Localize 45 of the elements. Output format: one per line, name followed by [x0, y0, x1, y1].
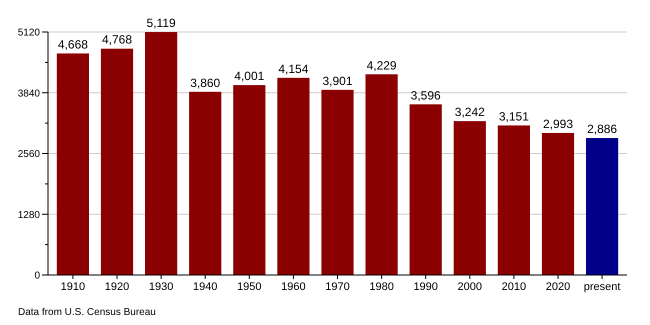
data-label: 5,119: [146, 16, 176, 30]
bar: [189, 92, 222, 275]
y-tick-label: 0: [34, 270, 40, 282]
data-label: 3,901: [322, 74, 353, 88]
bar: [100, 48, 134, 275]
bar: [586, 138, 618, 275]
data-label: 4,668: [58, 37, 88, 52]
x-tick-label: present: [584, 281, 620, 293]
x-tick-label: 1940: [192, 281, 218, 293]
x-tick-label: 1920: [104, 281, 130, 293]
bar: [145, 32, 178, 275]
bar: [277, 78, 310, 275]
text: Data from U.S. Census Bureau: [18, 307, 156, 318]
y-tick-label: 3840: [18, 88, 40, 100]
data-label: 2,886: [587, 122, 618, 136]
bar: [321, 90, 354, 275]
data-label: 4,001: [234, 69, 265, 84]
x-tick-label: 1930: [148, 281, 174, 293]
bar: [454, 121, 486, 275]
bar: [56, 53, 90, 275]
data-label: 4,154: [278, 62, 309, 76]
y-tick-label: 2560: [18, 149, 40, 160]
y-tick-label: 5120: [18, 28, 40, 38]
x-tick-label: 2010: [502, 281, 526, 293]
bar: [542, 132, 574, 275]
x-tick-label: 1950: [237, 281, 262, 293]
x-tick-label: 1980: [369, 281, 394, 293]
bar: [410, 104, 442, 275]
data-label: 3,242: [454, 105, 486, 120]
x-tick-label: 1960: [281, 281, 306, 293]
data-label: 3,596: [410, 88, 442, 102]
x-tick-label: 2020: [546, 281, 570, 293]
bar: [366, 74, 398, 275]
x-tick-label: 1910: [60, 281, 86, 293]
y-tick-label: 1280: [18, 210, 40, 221]
x-tick-label: 1970: [325, 281, 350, 293]
bar: [498, 125, 530, 275]
data-label: 2,993: [542, 116, 574, 131]
x-tick-label: 2000: [458, 281, 482, 293]
data-label: 4,768: [102, 32, 132, 47]
x-tick-label: 1990: [413, 281, 438, 293]
data-label: 3,151: [498, 109, 530, 124]
data-label: 4,229: [366, 58, 397, 72]
bar: [233, 85, 266, 275]
data-label: 3,860: [190, 76, 221, 90]
